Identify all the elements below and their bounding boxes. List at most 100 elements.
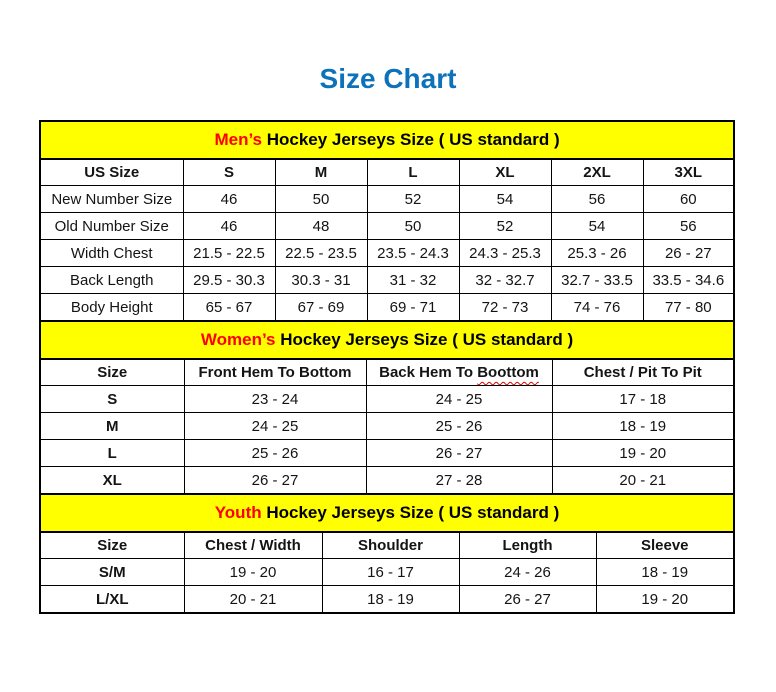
value-cell: 24 - 25 — [183, 412, 367, 440]
value-cell: 32.7 - 33.5 — [550, 266, 644, 294]
table-row: S 23 - 24 24 - 25 17 - 18 — [39, 385, 735, 413]
value-cell: 56 — [642, 212, 735, 240]
mens-section-title-rest: Hockey Jerseys Size ( US standard ) — [262, 130, 560, 149]
value-cell: 26 - 27 — [183, 466, 367, 495]
row-label-cell: New Number Size — [39, 185, 184, 213]
value-cell: 50 — [366, 212, 460, 240]
header-cell: 3XL — [642, 158, 735, 186]
table-row: Back Length 29.5 - 30.3 30.3 - 31 31 - 3… — [39, 266, 735, 294]
value-cell: 52 — [458, 212, 552, 240]
header-cell: Size — [39, 358, 185, 386]
header-cell: 2XL — [550, 158, 644, 186]
value-cell: 25 - 26 — [365, 412, 553, 440]
row-label-cell: Old Number Size — [39, 212, 184, 240]
row-label-cell: S — [39, 385, 185, 413]
table-row: L 25 - 26 26 - 27 19 - 20 — [39, 439, 735, 467]
table-row: S/M 19 - 20 16 - 17 24 - 26 18 - 19 — [39, 558, 735, 586]
value-cell: 52 — [366, 185, 460, 213]
value-cell: 26 - 27 — [458, 585, 597, 614]
value-cell: 18 - 19 — [321, 585, 460, 614]
header-cell: L — [366, 158, 460, 186]
value-cell: 20 - 21 — [183, 585, 323, 614]
value-cell: 27 - 28 — [365, 466, 553, 495]
womens-section-band: Women’s Hockey Jerseys Size ( US standar… — [39, 320, 735, 360]
value-cell: 24 - 26 — [458, 558, 597, 586]
value-cell: 65 - 67 — [182, 293, 276, 322]
header-cell: Back Hem To Boottom — [365, 358, 553, 386]
header-cell: Chest / Width — [183, 531, 323, 559]
youth-section-band: Youth Hockey Jerseys Size ( US standard … — [39, 493, 735, 533]
youth-header-row: Size Chest / Width Shoulder Length Sleev… — [39, 531, 735, 559]
value-cell: 72 - 73 — [458, 293, 552, 322]
row-label-cell: M — [39, 412, 185, 440]
row-label-cell: Back Length — [39, 266, 184, 294]
value-cell: 50 — [274, 185, 368, 213]
value-cell: 67 - 69 — [274, 293, 368, 322]
mens-size-table: Men’s Hockey Jerseys Size ( US standard … — [39, 120, 736, 322]
header-cell: S — [182, 158, 276, 186]
row-label-cell: L/XL — [39, 585, 185, 614]
youth-section-title-highlight: Youth — [214, 503, 262, 522]
value-cell: 21.5 - 22.5 — [182, 239, 276, 267]
youth-size-table: Youth Hockey Jerseys Size ( US standard … — [39, 493, 735, 614]
womens-section-title-highlight: Women’s — [200, 330, 276, 349]
header-cell: Length — [458, 531, 597, 559]
misspelled-word: Boottom — [477, 364, 539, 381]
womens-header-row: Size Front Hem To Bottom Back Hem To Boo… — [39, 358, 735, 386]
value-cell: 74 - 76 — [550, 293, 644, 322]
value-cell: 26 - 27 — [642, 239, 735, 267]
value-cell: 26 - 27 — [365, 439, 553, 467]
size-chart-tables: Men’s Hockey Jerseys Size ( US standard … — [39, 120, 736, 614]
row-label-cell: S/M — [39, 558, 185, 586]
table-row: Width Chest 21.5 - 22.5 22.5 - 23.5 23.5… — [39, 239, 735, 267]
table-row: Old Number Size 46 48 50 52 54 56 — [39, 212, 735, 240]
header-cell: XL — [458, 158, 552, 186]
value-cell: 24 - 25 — [365, 385, 553, 413]
value-cell: 24.3 - 25.3 — [458, 239, 552, 267]
youth-section-title: Youth Hockey Jerseys Size ( US standard … — [39, 493, 735, 533]
value-cell: 19 - 20 — [595, 585, 735, 614]
value-cell: 31 - 32 — [366, 266, 460, 294]
value-cell: 16 - 17 — [321, 558, 460, 586]
value-cell: 23 - 24 — [183, 385, 367, 413]
value-cell: 33.5 - 34.6 — [642, 266, 735, 294]
header-cell: Sleeve — [595, 531, 735, 559]
page-title: Size Chart — [319, 63, 457, 94]
header-cell: US Size — [39, 158, 184, 186]
value-cell: 56 — [550, 185, 644, 213]
value-cell: 54 — [550, 212, 644, 240]
value-cell: 23.5 - 24.3 — [366, 239, 460, 267]
mens-section-title-highlight: Men’s — [214, 130, 262, 149]
header-cell: Size — [39, 531, 185, 559]
value-cell: 32 - 32.7 — [458, 266, 552, 294]
header-cell: M — [274, 158, 368, 186]
header-cell-text: Back Hem To — [379, 364, 478, 381]
value-cell: 30.3 - 31 — [274, 266, 368, 294]
mens-section-title: Men’s Hockey Jerseys Size ( US standard … — [39, 120, 735, 160]
value-cell: 77 - 80 — [642, 293, 735, 322]
value-cell: 25.3 - 26 — [550, 239, 644, 267]
value-cell: 19 - 20 — [551, 439, 735, 467]
table-row: Body Height 65 - 67 67 - 69 69 - 71 72 -… — [39, 293, 735, 322]
value-cell: 60 — [642, 185, 735, 213]
row-label-cell: Body Height — [39, 293, 184, 322]
value-cell: 48 — [274, 212, 368, 240]
value-cell: 69 - 71 — [366, 293, 460, 322]
header-cell: Chest / Pit To Pit — [551, 358, 735, 386]
row-label-cell: XL — [39, 466, 185, 495]
value-cell: 20 - 21 — [551, 466, 735, 495]
value-cell: 19 - 20 — [183, 558, 323, 586]
table-row: New Number Size 46 50 52 54 56 60 — [39, 185, 735, 213]
table-row: M 24 - 25 25 - 26 18 - 19 — [39, 412, 735, 440]
womens-section-title-rest: Hockey Jerseys Size ( US standard ) — [275, 330, 574, 349]
value-cell: 46 — [182, 185, 276, 213]
row-label-cell: Width Chest — [39, 239, 184, 267]
womens-section-title: Women’s Hockey Jerseys Size ( US standar… — [39, 320, 735, 360]
header-cell: Shoulder — [321, 531, 460, 559]
table-row: XL 26 - 27 27 - 28 20 - 21 — [39, 466, 735, 495]
value-cell: 54 — [458, 185, 552, 213]
value-cell: 22.5 - 23.5 — [274, 239, 368, 267]
table-row: L/XL 20 - 21 18 - 19 26 - 27 19 - 20 — [39, 585, 735, 614]
womens-size-table: Women’s Hockey Jerseys Size ( US standar… — [39, 320, 736, 495]
